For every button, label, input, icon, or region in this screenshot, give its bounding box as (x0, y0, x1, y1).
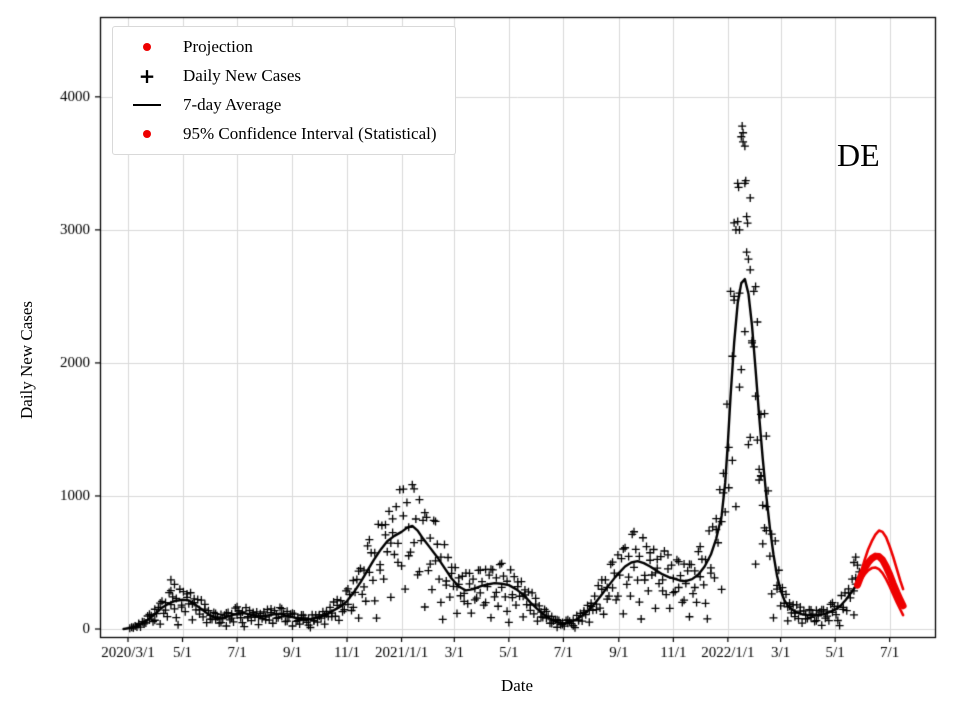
legend-item-confidence-interval: 95% Confidence Interval (Statistical) (125, 124, 437, 144)
legend-item-projection: Projection (125, 37, 437, 57)
legend-label: Daily New Cases (183, 66, 302, 85)
legend-label: Projection (183, 37, 253, 56)
y-axis-label: Daily New Cases (17, 300, 36, 420)
line-marker-icon (125, 104, 169, 106)
plus-marker-icon: + (138, 64, 156, 88)
legend-item-7day-average: 7-day Average (125, 95, 437, 115)
legend-label: 7-day Average (183, 95, 282, 114)
legend-label: 95% Confidence Interval (Statistical) (183, 124, 437, 143)
chart-legend: Projection + Daily New Cases 7-day Avera… (112, 26, 456, 155)
legend-item-daily-new-cases: + Daily New Cases (125, 66, 437, 86)
x-axis-label: Date (500, 676, 534, 695)
region-label: DE (837, 137, 880, 173)
ci-marker-icon (125, 130, 169, 138)
projection-marker-icon (125, 43, 169, 51)
